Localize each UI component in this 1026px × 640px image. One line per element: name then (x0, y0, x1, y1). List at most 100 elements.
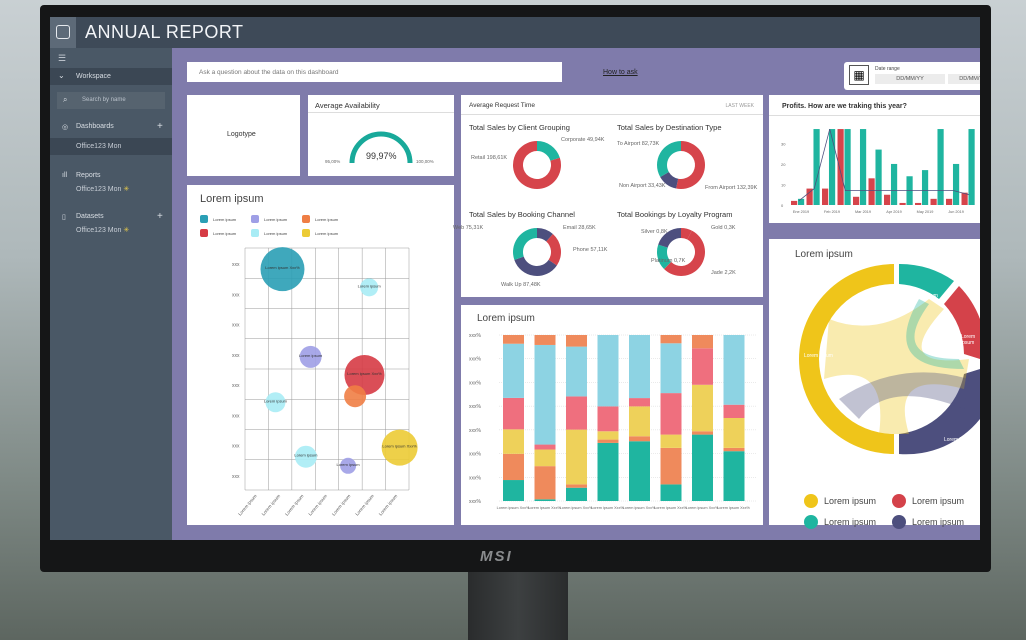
donut-slice (513, 141, 561, 189)
sidebar-subitem-dataset[interactable]: Office123 Mon ✳ (50, 226, 172, 234)
sidebar-item-reports[interactable]: ıll Reports (50, 172, 172, 179)
x-tick-label: Lorem ipsum (284, 493, 305, 516)
stack-segment (660, 447, 682, 485)
stack-segment (723, 335, 745, 405)
profit-bar (828, 129, 836, 205)
stack-segment (534, 344, 556, 445)
hamburger-icon[interactable]: ☰ (58, 53, 67, 63)
calendar-icon[interactable]: ▦ (849, 65, 869, 85)
profit-bar (875, 149, 882, 205)
stack-segment (503, 429, 524, 454)
stacked-bar-chart: xxx% xxx% xxx% xxx% xxx% xxx% xxx% xxx% Lorem ip… (469, 333, 757, 510)
x-tick-label: Ene 2019 (793, 210, 809, 214)
qa-placeholder: Ask a question about the data on this da… (199, 69, 339, 76)
logotype: Logotype (227, 131, 256, 138)
profit-bar (890, 163, 898, 205)
legend-item[interactable]: Lorem ipsum (200, 215, 236, 223)
slice-value: 0,8K (656, 229, 668, 235)
add-icon[interactable]: + (157, 121, 163, 132)
slice-name: Platinum (651, 258, 673, 264)
availability-card: Average Availability 99,97% 95,00% 100,0… (308, 95, 454, 176)
stack-segment (629, 441, 650, 501)
legend-label: Lorem ipsum (213, 216, 237, 222)
donut-slice (514, 256, 557, 276)
workspace-toggle[interactable]: ⌄ Workspace (50, 68, 172, 85)
legend-item[interactable]: Lorem ipsum (200, 229, 236, 237)
y-tick-label: xxx% (469, 475, 482, 481)
legend-item[interactable]: Lorem ipsum (804, 494, 876, 508)
donut-slice (664, 230, 705, 276)
star-icon: ✳ (123, 227, 130, 234)
x-tick-label: Lorem ipsum Xxx% (528, 506, 561, 510)
donut-slice (546, 234, 561, 266)
sidebar-subitem-dashboard[interactable]: Office123 Mon (50, 138, 172, 155)
legend-item[interactable]: Lorem ipsum (892, 515, 964, 529)
donut-title: Total Sales by Client Grouping (469, 123, 570, 132)
stack-segment (692, 431, 713, 435)
legend-item[interactable]: Lorem ipsum (302, 229, 338, 237)
sidebar-subitem-report[interactable]: Office123 Mon ✳ (50, 185, 172, 193)
legend-item[interactable]: Lorem ipsum (302, 215, 338, 223)
subitem-label: Office123 Mon (76, 143, 122, 150)
slice-name: Email (563, 225, 577, 231)
stack-segment (692, 335, 713, 349)
add-icon[interactable]: + (157, 211, 163, 222)
slice-label: Phone 57,11K (573, 247, 607, 254)
bubble (381, 429, 418, 466)
card-title: Lorem ipsum (477, 313, 535, 324)
legend-swatch (200, 229, 208, 237)
slice-name: Silver (641, 229, 655, 235)
chord-diagram (799, 263, 980, 455)
date-from-input[interactable]: DD/MM/YY (875, 74, 945, 84)
x-tick-label: Lorem ipsum Xxx% (686, 506, 719, 510)
donut-slice (660, 171, 679, 189)
x-tick-label: Lorem ipsum Xxx% (560, 506, 593, 510)
profit-bar (899, 202, 906, 205)
legend-item[interactable]: Lorem ipsum (251, 229, 287, 237)
sidebar-item-datasets[interactable]: ▯ Datasets + (50, 211, 172, 222)
donut-chart (513, 228, 561, 276)
legend-dot (892, 515, 906, 529)
legend-item[interactable]: Lorem ipsum (251, 215, 287, 223)
bubble (360, 278, 379, 297)
x-tick-label: Jun 2019 (948, 210, 964, 214)
stack-segment (629, 406, 650, 437)
profit-bar (822, 188, 829, 205)
request-card: Average Request Time LAST WEEK Total Sal… (453, 95, 763, 297)
card-title: Lorem ipsum (795, 249, 853, 260)
logotype-card: Logotype (187, 95, 300, 176)
qa-input[interactable]: Ask a question about the data on this da… (187, 62, 562, 82)
chord-card: Lorem ipsum Lorem ipsum Lorem ipsum Lore… (769, 239, 980, 529)
stack-segment (660, 343, 682, 394)
stack-segment (597, 439, 619, 443)
slice-value: 33,43K (648, 183, 666, 189)
app-icon[interactable] (50, 17, 76, 48)
stack-segment (503, 397, 524, 430)
stack-segment (597, 431, 619, 440)
slice-value: 28,65K (578, 225, 596, 231)
stack-segment (660, 335, 682, 344)
legend-dot (804, 515, 818, 529)
y-tick-label: 20 (781, 162, 786, 167)
profit-bar (915, 202, 922, 205)
sidebar-item-dashboards[interactable]: ◎ Dashboards + (50, 121, 172, 132)
date-range-label: Date range (875, 66, 900, 72)
y-tick-label: xxx (232, 444, 240, 450)
slice-label: Jade 2,2K (711, 270, 736, 277)
x-tick-label: Lorem ipsum (378, 493, 399, 516)
slice-label: To Airport 82,73K (617, 141, 659, 148)
y-tick-label: xxx (232, 474, 240, 480)
legend-item[interactable]: Lorem ipsum (804, 515, 876, 529)
legend-item[interactable]: Lorem ipsum (892, 494, 964, 508)
legend-label: Lorem ipsum (264, 230, 288, 236)
dashboard-screen: ANNUAL REPORT ☰ ⌄ Workspace ⌕ Search by … (50, 17, 980, 540)
bubble-label: Lorem ipsum Xxx% (382, 444, 417, 449)
y-tick-label: xxx% (469, 452, 482, 458)
how-to-ask-link[interactable]: How to ask (603, 69, 638, 76)
y-tick-label: xxx% (469, 357, 482, 363)
search-input[interactable]: ⌕ Search by name (57, 92, 165, 109)
stack-segment (692, 348, 713, 385)
date-to-input[interactable]: DD/MM/YY (948, 74, 980, 84)
slice-name: Phone (573, 247, 589, 253)
monitor-stand (468, 572, 568, 640)
